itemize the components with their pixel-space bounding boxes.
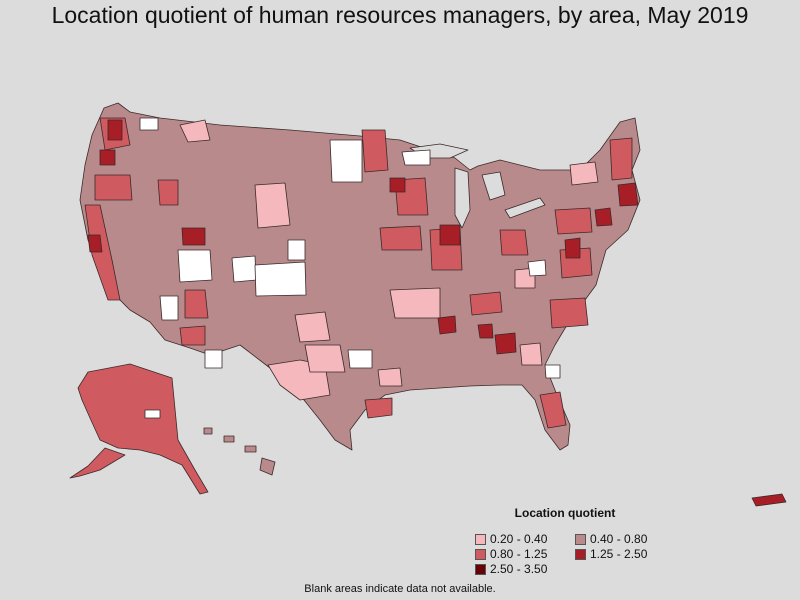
region-boston (617, 182, 639, 207)
no-data-colorado-north (287, 239, 306, 261)
legend-title: Location quotient (514, 506, 616, 520)
region-atlanta (494, 332, 517, 355)
legend-item-3: 1.25 - 2.50 (575, 547, 647, 561)
no-data-kentucky (527, 259, 547, 277)
puerto-rico (751, 493, 787, 507)
region-nashville (437, 315, 457, 335)
region-arkansas (389, 287, 441, 319)
region-sf-bay (87, 234, 103, 253)
no-data-michigan-up (401, 149, 431, 166)
hawaii-big-island (259, 457, 276, 476)
region-california-coast (84, 204, 121, 301)
no-data-north-dakota (329, 139, 363, 183)
region-oregon-west (94, 174, 133, 201)
alaska (77, 363, 209, 495)
legend-label: 0.80 - 1.25 (490, 547, 548, 561)
legend-swatch (475, 563, 486, 575)
region-chicago (439, 224, 461, 246)
region-iowa (379, 225, 423, 251)
region-new-york-north (569, 161, 599, 186)
region-wyoming-east (254, 182, 291, 229)
no-data-washington (139, 117, 159, 131)
region-seattle (107, 119, 123, 141)
legend-label: 1.25 - 2.50 (590, 547, 648, 561)
region-colorado-denver (181, 227, 206, 246)
region-texas-houston (364, 397, 393, 419)
legend-item-1: 0.40 - 0.80 (575, 532, 647, 546)
region-new-york-city (594, 207, 613, 227)
lake-erie (504, 197, 546, 219)
hawaii-oahu (223, 435, 235, 443)
region-pennsylvania (554, 207, 593, 235)
region-portland (99, 149, 116, 166)
region-carolinas (549, 297, 589, 329)
no-data-nevada-south (159, 295, 179, 321)
legend-item-2: 0.80 - 1.25 (475, 547, 547, 561)
region-utah-north (157, 179, 179, 206)
no-data-arkansas (347, 349, 373, 369)
region-arizona-south (179, 325, 206, 346)
hawaii-kauai (203, 427, 213, 435)
legend-item-4: 2.50 - 3.50 (475, 562, 547, 576)
legend-swatch (575, 548, 586, 560)
legend-label: 2.50 - 3.50 (490, 562, 548, 576)
legend-swatch (575, 533, 586, 545)
region-new-england (609, 137, 633, 181)
map-title: Location quotient of human resources man… (51, 2, 749, 28)
region-ohio (499, 229, 529, 256)
region-montana-north (179, 119, 211, 143)
no-data-arizona (204, 349, 223, 369)
lake-michigan (454, 167, 471, 229)
no-data-utah (177, 249, 213, 283)
legend-swatch (475, 533, 486, 545)
no-data-colorado (231, 255, 257, 283)
region-arizona-central (184, 289, 209, 319)
region-louisiana (377, 367, 403, 387)
hawaii-maui (244, 445, 257, 453)
legend-label: 0.20 - 0.40 (490, 532, 548, 546)
region-minnesota-east (361, 129, 389, 173)
region-alabama-north (477, 323, 494, 339)
alaska-peninsula (69, 447, 126, 479)
lake-huron (481, 171, 506, 201)
footnote: Blank areas indicate data not available. (304, 583, 496, 595)
no-data-colorado-east (254, 261, 307, 297)
region-georgia-south (519, 342, 543, 366)
no-data-alaska (144, 409, 161, 419)
no-data-florida (544, 364, 561, 379)
region-dc (564, 237, 581, 259)
legend-label: 0.40 - 0.80 (590, 532, 648, 546)
region-minneapolis (389, 177, 406, 193)
region-texas-central (304, 344, 346, 373)
region-tennessee (469, 291, 503, 316)
legend-swatch (475, 548, 486, 560)
region-oklahoma (294, 311, 331, 343)
legend-item-0: 0.20 - 0.40 (475, 532, 547, 546)
region-florida-central (539, 391, 567, 429)
